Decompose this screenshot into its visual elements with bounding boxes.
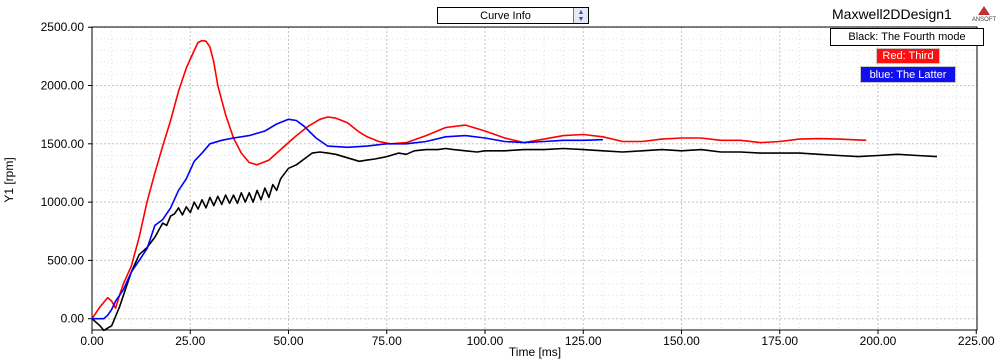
curve-info-label: Curve Info xyxy=(480,9,531,22)
series-lines xyxy=(91,39,938,332)
y-tick-label: 500.00 xyxy=(47,253,84,267)
y-tick-label: 1000.00 xyxy=(41,195,85,209)
x-tick-label: 225.00 xyxy=(958,334,995,348)
x-tick-label: 50.00 xyxy=(273,334,303,348)
axis-ticks: 0.00 25.00 50.00 75.00 100.00 125.00 150.00 175… xyxy=(41,20,995,348)
spinner-arrows-icon[interactable]: ▲ ▼ xyxy=(573,8,588,23)
logo-triangle-icon xyxy=(978,6,990,15)
series-line-blue xyxy=(92,118,603,320)
x-tick-label: 125.00 xyxy=(565,334,602,348)
series-line-black xyxy=(91,147,938,332)
series-line-red xyxy=(91,39,867,320)
legend-entry-red: Red: Third xyxy=(876,48,940,64)
legend-entry-black: Black: The Fourth mode xyxy=(830,28,984,46)
y-tick-label: 0.00 xyxy=(61,312,85,326)
x-tick-label: 175.00 xyxy=(761,334,798,348)
x-tick-label: 75.00 xyxy=(372,334,402,348)
curve-info-dropdown[interactable]: Curve Info ▲ ▼ xyxy=(437,7,589,24)
y-tick-label: 2000.00 xyxy=(41,79,85,93)
legend-entry-blue: blue: The Latter xyxy=(860,66,956,83)
x-tick-label: 150.00 xyxy=(663,334,700,348)
x-tick-label: 0.00 xyxy=(80,334,104,348)
plot-area-frame xyxy=(91,26,978,331)
logo-text: ANSOFT xyxy=(972,17,997,23)
y-tick-label: 1500.00 xyxy=(41,137,85,151)
x-tick-label: 200.00 xyxy=(860,334,897,348)
x-tick-label: 100.00 xyxy=(467,334,504,348)
x-axis-title: Time [ms] xyxy=(509,345,561,359)
design-name: Maxwell2DDesign1 xyxy=(832,6,952,22)
y-tick-label: 2500.00 xyxy=(41,20,85,34)
ansoft-logo: ANSOFT xyxy=(972,6,997,23)
grid xyxy=(92,26,977,330)
x-tick-label: 25.00 xyxy=(175,334,205,348)
y-axis-title: Y1 [rpm] xyxy=(2,157,16,202)
